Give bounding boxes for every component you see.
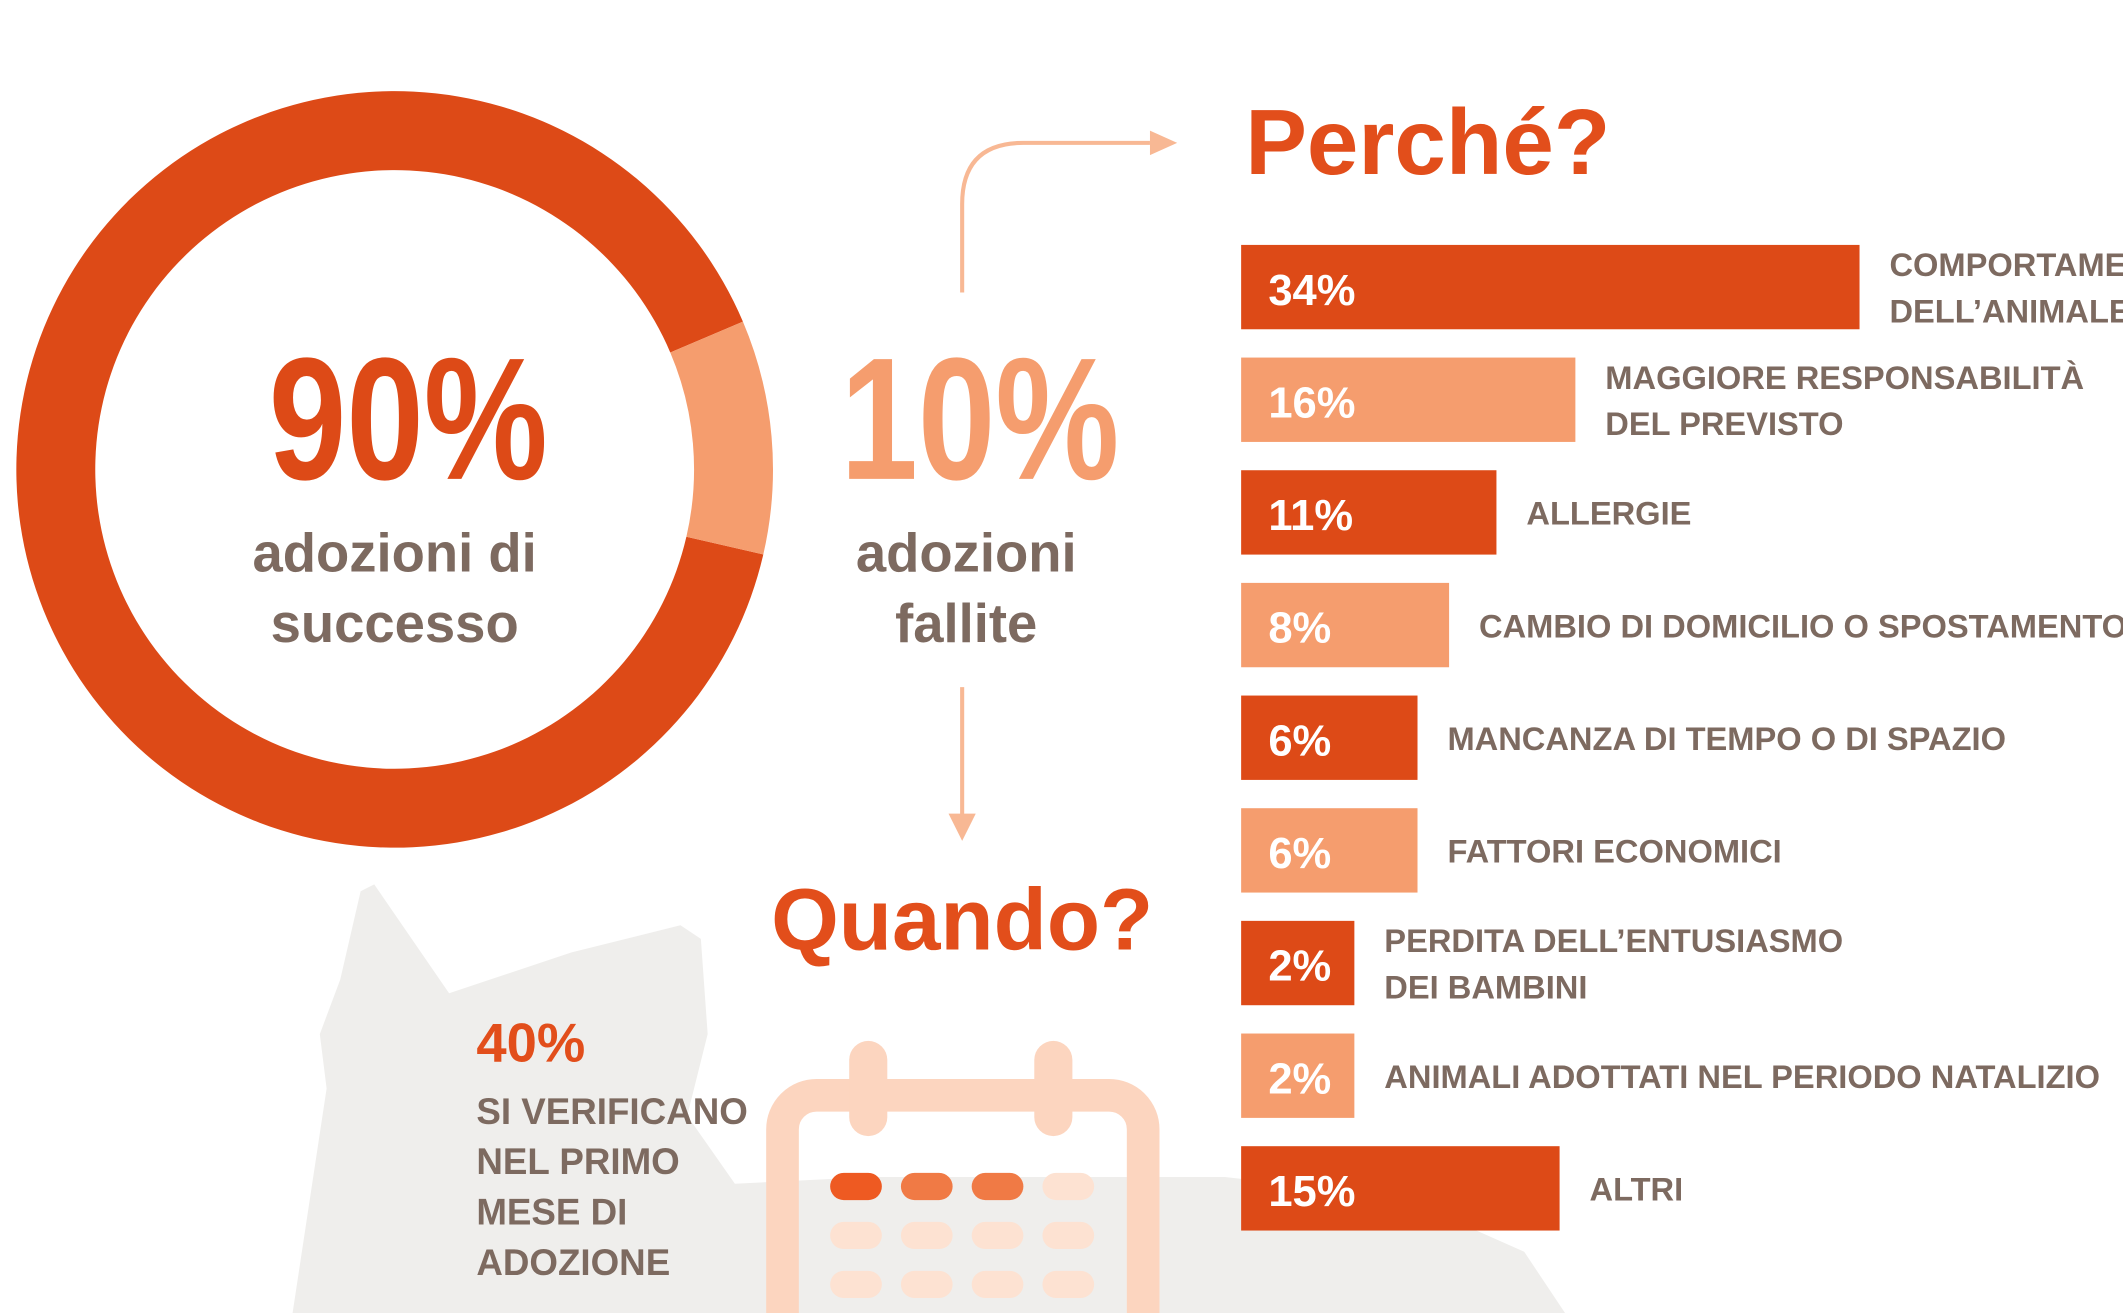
value-label: 6% <box>1268 830 1331 878</box>
bar <box>1241 244 1860 330</box>
bar <box>1241 470 1497 555</box>
bar <box>1241 357 1576 442</box>
arrow-head <box>1149 130 1178 156</box>
category-label: PERDITA DELL’ENTUSIASMO DEI BAMBINI <box>1384 922 1843 1005</box>
donut-segment <box>670 321 773 555</box>
arrow-head <box>948 813 976 841</box>
value-label: 11% <box>1268 492 1353 540</box>
bar <box>1241 808 1418 893</box>
value-label: 8% <box>1268 605 1331 653</box>
category-label: ALLERGIE <box>1526 495 1691 532</box>
when-text: SI VERIFICANO NEL PRIMO MESE DI ADOZIONE <box>476 1091 747 1283</box>
bar-title: Perché? <box>1245 90 1610 194</box>
value-label: 16% <box>1268 379 1355 427</box>
value-label: 15% <box>1268 1168 1355 1216</box>
category-label: adozioni fallite <box>856 522 1077 654</box>
category-label: adozioni di successo <box>253 522 537 654</box>
calendar-icon <box>766 1040 1160 1313</box>
arrows <box>960 140 1150 817</box>
category-label: FATTORI ECONOMICI <box>1447 833 1781 870</box>
value-label: 34% <box>1268 267 1355 315</box>
category-label: ANIMALI ADOTTATI NEL PERIODO NATALIZIO <box>1384 1058 2100 1095</box>
category-label: COMPORTAMENTODELL’ANIMALE <box>1889 246 2123 329</box>
category-label: MANCANZA DI TEMPO O DI SPAZIO <box>1447 720 2006 757</box>
when-stat: 40% <box>476 1012 585 1073</box>
category-label: MAGGIORE RESPONSABILITÀ DEL PREVISTO <box>1605 359 2084 442</box>
value-label: 2% <box>1268 1055 1331 1103</box>
value-label: 6% <box>1268 717 1331 765</box>
bar <box>1241 582 1450 668</box>
value-label: 90% <box>269 322 548 516</box>
bar <box>1241 1033 1355 1118</box>
bar <box>1241 920 1355 1006</box>
category-label: CAMBIO DI DOMICILIO O SPOSTAMENTO <box>1479 607 2123 644</box>
value-label: 2% <box>1268 943 1331 991</box>
when-title: Quando? <box>771 872 1153 969</box>
value-label: 10% <box>840 322 1119 516</box>
bar <box>1241 1146 1560 1231</box>
bar <box>1241 695 1418 780</box>
category-label: ALTRI <box>1590 1171 1684 1208</box>
